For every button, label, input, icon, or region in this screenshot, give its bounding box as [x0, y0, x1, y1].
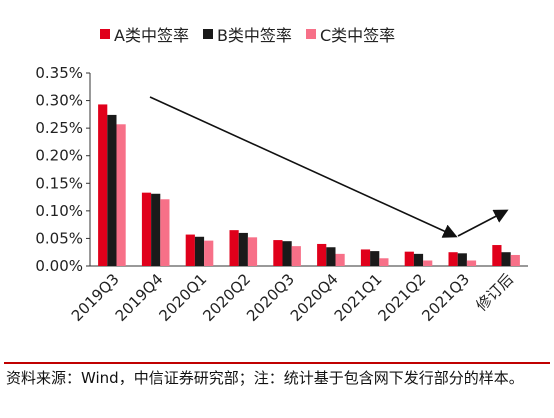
bar-c-2019Q3 — [116, 124, 126, 266]
bar-b-2020Q4 — [326, 247, 336, 266]
bar-b-2021Q3 — [457, 253, 467, 266]
bar-a-2021Q1 — [360, 249, 371, 266]
trend-arrows — [149, 96, 509, 238]
x-category-label: 2020Q3 — [243, 270, 298, 325]
source-note: 资料来源：Wind，中信证券研究部；注：统计基于包含网下发行部分的样本。 — [6, 369, 524, 387]
x-category-label: 修订后 — [472, 270, 517, 315]
legend-label-c: C类中签率 — [319, 26, 396, 45]
x-category-label: 2020Q4 — [287, 270, 342, 325]
trend-arrow-up — [457, 209, 509, 237]
chart-legend: A类中签率 B类中签率 C类中签率 — [100, 22, 395, 46]
bar-a-2020Q4 — [317, 243, 327, 266]
x-category-label: 2021Q3 — [418, 270, 473, 325]
bar-a-2019Q4 — [141, 192, 152, 266]
y-tick-label: 0.05% — [35, 229, 83, 247]
bar-b-2019Q3 — [107, 114, 117, 266]
bar-b-2020Q3 — [282, 241, 292, 266]
bar-b-2021Q1 — [370, 251, 380, 266]
bar-c-2020Q1 — [204, 240, 214, 266]
legend-label-a: A类中签率 — [114, 26, 189, 45]
footer-divider — [4, 362, 550, 364]
x-category-label: 2019Q3 — [68, 270, 123, 325]
bar-a-2019Q3 — [98, 104, 108, 266]
y-tick-label: 0.10% — [35, 202, 83, 220]
bar-c-2020Q2 — [247, 237, 258, 266]
bar-b-2020Q1 — [194, 236, 205, 266]
x-category-label: 2020Q1 — [156, 270, 211, 325]
legend-item-c: C类中签率 — [305, 22, 396, 46]
legend-swatch-a — [100, 29, 110, 39]
legend-swatch-c — [305, 29, 316, 39]
bar-a-修订后 — [492, 245, 502, 266]
bar-b-2021Q2 — [413, 253, 424, 266]
bar-c-2020Q3 — [291, 246, 301, 266]
y-tick-label: 0.00% — [35, 257, 83, 275]
x-category-label: 2019Q4 — [112, 270, 167, 325]
legend-swatch-b — [202, 29, 213, 39]
legend-item-a: A类中签率 — [100, 22, 189, 46]
y-tick-label: 0.15% — [35, 174, 83, 192]
bar-c-2021Q3 — [466, 260, 477, 266]
bar-a-2020Q1 — [185, 234, 195, 266]
bar-b-2019Q4 — [151, 193, 161, 266]
y-tick-label: 0.25% — [35, 119, 83, 137]
bar-b-2020Q2 — [238, 232, 248, 266]
bar-a-2021Q3 — [448, 252, 458, 266]
bar-b-修订后 — [501, 252, 511, 266]
y-tick-label: 0.20% — [35, 147, 83, 165]
bar-c-2021Q1 — [379, 258, 389, 266]
y-tick-label: 0.35% — [35, 64, 83, 82]
y-tick-label: 0.30% — [35, 92, 83, 110]
x-category-label: 2021Q2 — [375, 270, 430, 325]
bar-a-2021Q2 — [404, 251, 414, 266]
bar-c-2019Q4 — [160, 199, 170, 266]
trend-arrow-down — [149, 96, 458, 238]
x-category-label: 2020Q2 — [199, 270, 254, 325]
bar-c-2021Q2 — [423, 260, 433, 266]
legend-item-b: B类中签率 — [202, 22, 292, 46]
bar-a-2020Q3 — [273, 240, 283, 266]
bar-c-修订后 — [510, 254, 520, 266]
x-category-label: 2021Q1 — [331, 270, 386, 325]
bar-chart: 0.00% 0.05% 0.10% 0.15% 0.20% 0.25% 0.30% 0.35%… — [35, 64, 528, 325]
legend-label-b: B类中签率 — [216, 26, 292, 45]
bar-a-2020Q2 — [229, 230, 239, 266]
bar-c-2020Q4 — [335, 253, 345, 266]
